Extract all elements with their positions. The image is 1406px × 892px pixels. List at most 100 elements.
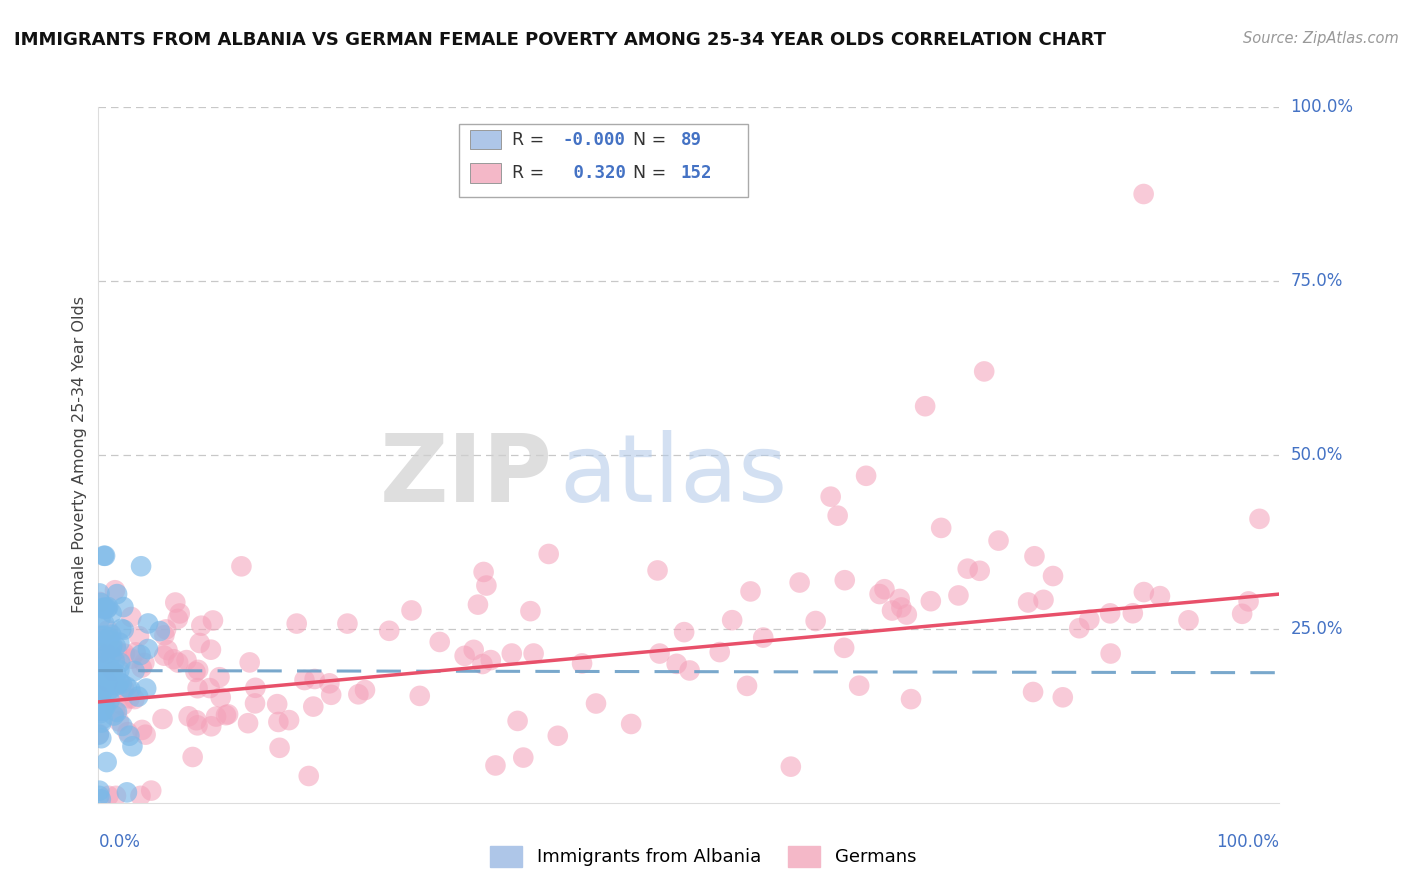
Point [304, 672, 326, 686]
Point [186, 713, 208, 727]
Point [506, 714, 529, 728]
Point [1132, 187, 1154, 202]
Point [90, 686, 112, 700]
Point [121, 739, 143, 754]
Point [90, 792, 112, 806]
Point [136, 642, 159, 657]
Point [188, 636, 211, 650]
Point [100, 606, 122, 620]
Point [93, 659, 115, 673]
Text: R =: R = [512, 164, 550, 182]
Point [896, 607, 918, 622]
Point [294, 673, 316, 687]
Point [973, 364, 995, 378]
Point [127, 690, 149, 704]
Point [104, 789, 127, 803]
Point [880, 603, 903, 617]
Point [479, 653, 502, 667]
Point [834, 573, 856, 587]
Point [832, 640, 855, 655]
Point [124, 664, 146, 678]
Point [87, 665, 110, 679]
Point [208, 670, 231, 684]
Point [89, 586, 111, 600]
Point [100, 648, 122, 663]
Point [131, 660, 153, 674]
Point [135, 728, 157, 742]
Point [789, 575, 811, 590]
Point [90, 680, 112, 694]
Point [104, 654, 127, 668]
Point [96, 755, 118, 769]
Point [648, 647, 671, 661]
Point [118, 729, 141, 743]
Point [869, 587, 891, 601]
Text: atlas: atlas [560, 430, 787, 522]
Point [156, 643, 179, 657]
Point [401, 603, 423, 617]
Point [96, 647, 118, 661]
Point [108, 663, 131, 677]
Point [678, 664, 700, 678]
Point [673, 625, 696, 640]
Point [89, 783, 111, 797]
Point [91, 712, 114, 726]
Point [97, 623, 120, 637]
Point [1099, 647, 1122, 661]
Point [93, 681, 115, 695]
Point [267, 714, 290, 729]
Point [94, 649, 117, 664]
Text: 0.0%: 0.0% [98, 833, 141, 851]
Point [118, 691, 141, 706]
Point [1017, 595, 1039, 609]
Point [108, 714, 131, 729]
Point [105, 643, 128, 657]
Point [239, 656, 262, 670]
Point [155, 623, 177, 637]
Point [1122, 607, 1144, 621]
Point [1052, 690, 1074, 705]
Point [128, 629, 150, 643]
Point [104, 583, 127, 598]
Point [89, 671, 111, 685]
Point [285, 616, 308, 631]
Point [269, 740, 291, 755]
Point [124, 692, 146, 706]
Text: 75.0%: 75.0% [1291, 272, 1343, 290]
Point [91, 601, 114, 615]
Point [96, 673, 118, 688]
Point [89, 671, 111, 685]
Point [187, 663, 209, 677]
Text: 89: 89 [681, 131, 702, 149]
Point [87, 680, 110, 694]
Point [111, 676, 134, 690]
Point [111, 698, 134, 713]
Point [89, 640, 111, 654]
Point [184, 665, 207, 679]
Point [1099, 607, 1122, 621]
Point [98, 660, 121, 674]
Point [855, 468, 877, 483]
Point [87, 634, 110, 648]
Point [94, 549, 117, 563]
Text: -0.000: -0.000 [562, 131, 626, 149]
Point [169, 607, 191, 621]
Point [87, 698, 110, 713]
Point [131, 723, 153, 737]
Point [453, 648, 475, 663]
Point [120, 651, 142, 665]
Point [90, 715, 112, 730]
Point [100, 627, 122, 641]
Point [87, 727, 110, 741]
Point [236, 716, 259, 731]
Point [112, 681, 135, 696]
Point [900, 692, 922, 706]
Point [108, 675, 131, 690]
Point [186, 718, 208, 732]
Point [93, 600, 115, 615]
Point [278, 713, 301, 727]
Point [120, 610, 142, 624]
Point [1042, 569, 1064, 583]
Point [135, 681, 157, 696]
Point [471, 657, 494, 671]
